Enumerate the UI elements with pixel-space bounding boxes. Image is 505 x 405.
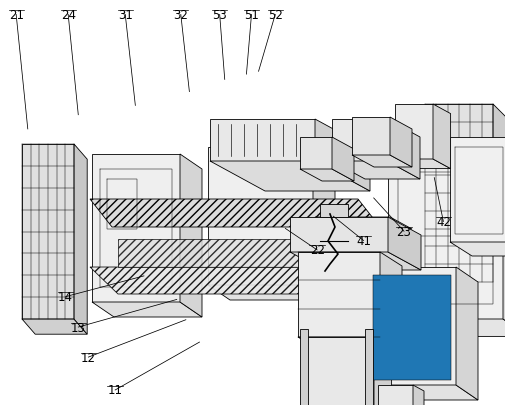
Polygon shape: [300, 170, 354, 181]
Polygon shape: [388, 155, 503, 319]
Polygon shape: [503, 155, 505, 337]
Polygon shape: [302, 337, 374, 405]
Polygon shape: [390, 118, 412, 168]
Text: 14: 14: [58, 290, 73, 303]
Polygon shape: [92, 302, 202, 317]
Polygon shape: [368, 267, 456, 385]
Polygon shape: [90, 200, 380, 228]
Polygon shape: [332, 120, 387, 162]
Polygon shape: [290, 217, 388, 252]
Polygon shape: [456, 267, 478, 400]
Polygon shape: [388, 217, 421, 270]
Text: 22: 22: [310, 244, 325, 257]
Polygon shape: [368, 385, 478, 400]
Text: 52: 52: [268, 9, 283, 22]
Polygon shape: [118, 239, 358, 267]
Polygon shape: [352, 118, 390, 156]
Polygon shape: [290, 252, 421, 270]
Polygon shape: [378, 385, 413, 405]
Polygon shape: [425, 282, 505, 300]
Polygon shape: [395, 105, 433, 160]
Text: 12: 12: [81, 351, 96, 364]
Polygon shape: [300, 138, 332, 170]
Text: 41: 41: [356, 234, 371, 247]
Polygon shape: [332, 162, 420, 179]
Polygon shape: [352, 156, 412, 168]
Polygon shape: [92, 155, 180, 302]
Polygon shape: [22, 319, 87, 335]
Text: 31: 31: [118, 9, 133, 22]
Text: 11: 11: [108, 384, 123, 396]
Polygon shape: [298, 337, 402, 351]
Polygon shape: [433, 105, 450, 169]
Polygon shape: [395, 160, 450, 169]
Polygon shape: [22, 145, 74, 319]
Polygon shape: [387, 120, 420, 179]
Polygon shape: [90, 267, 358, 294]
Polygon shape: [313, 148, 335, 300]
Text: 13: 13: [71, 321, 86, 334]
Text: 32: 32: [173, 9, 188, 22]
Polygon shape: [180, 155, 202, 317]
Polygon shape: [208, 285, 335, 300]
Polygon shape: [365, 329, 373, 405]
Polygon shape: [493, 105, 505, 300]
Polygon shape: [332, 138, 354, 181]
Text: 21: 21: [9, 9, 24, 22]
Text: 42: 42: [436, 215, 451, 228]
Text: 53: 53: [212, 9, 227, 22]
Polygon shape: [210, 120, 315, 162]
Polygon shape: [300, 329, 308, 405]
Text: 23: 23: [396, 225, 412, 238]
Polygon shape: [210, 162, 370, 192]
Text: 24: 24: [61, 9, 76, 22]
Polygon shape: [450, 243, 505, 256]
Polygon shape: [374, 337, 391, 405]
Polygon shape: [373, 275, 451, 380]
Polygon shape: [413, 385, 424, 405]
Polygon shape: [208, 148, 313, 285]
Polygon shape: [425, 105, 493, 282]
Polygon shape: [298, 252, 380, 337]
Polygon shape: [74, 145, 87, 335]
Polygon shape: [315, 120, 370, 192]
Text: 51: 51: [244, 9, 259, 22]
Polygon shape: [380, 252, 402, 351]
Polygon shape: [320, 205, 348, 217]
Polygon shape: [315, 217, 412, 230]
Polygon shape: [388, 319, 505, 337]
Polygon shape: [450, 138, 505, 243]
